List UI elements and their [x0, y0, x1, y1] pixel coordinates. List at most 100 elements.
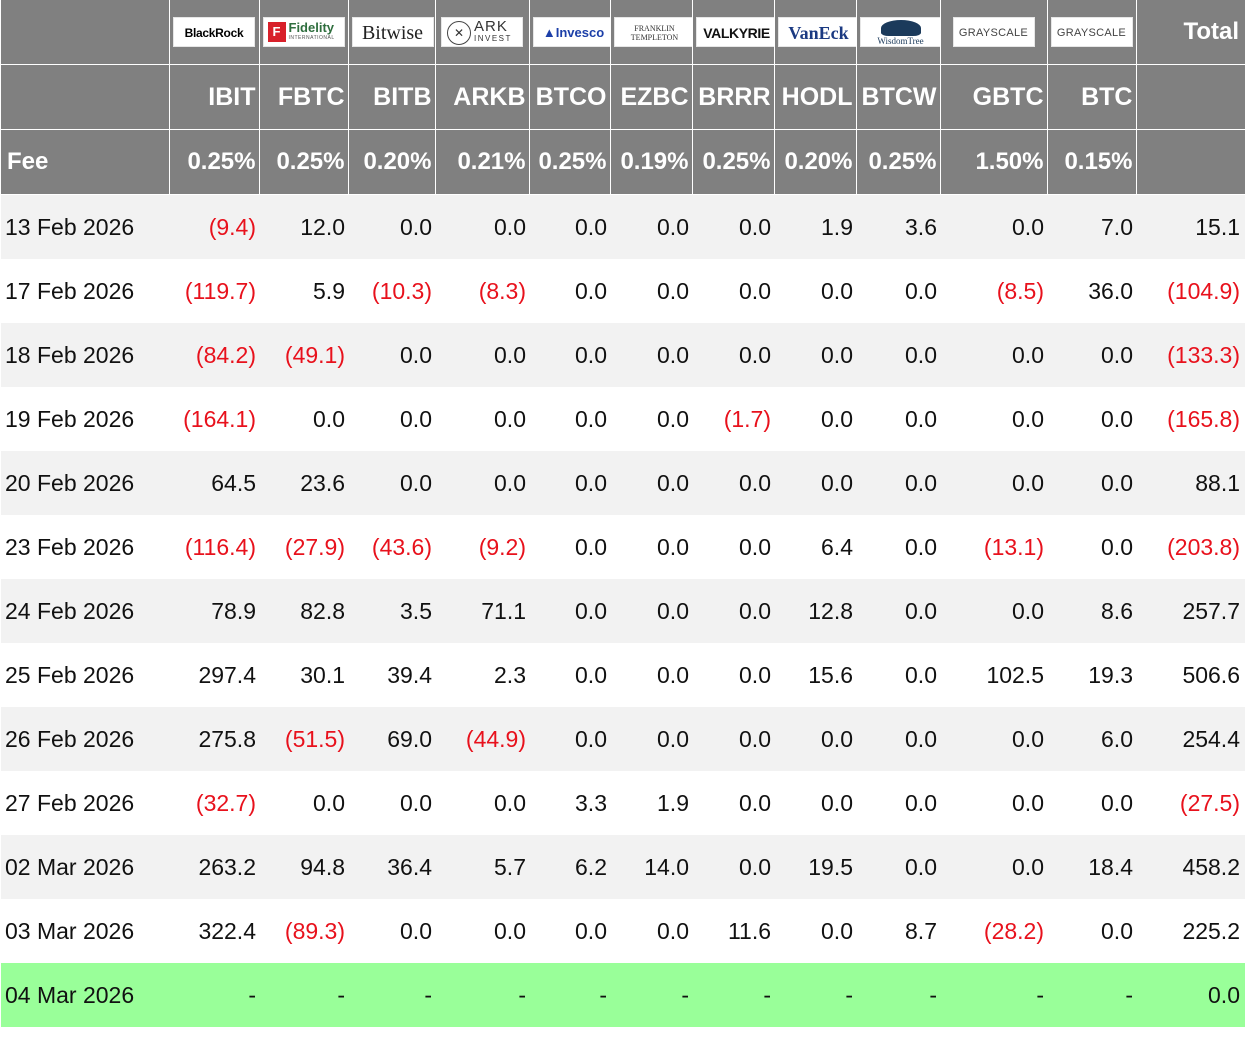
- fee-label: Fee: [1, 129, 170, 195]
- table-row: 19 Feb 2026 (164.1) 0.0 0.0 0.0 0.0 0.0 (1.7) 0.…: [1, 387, 1245, 451]
- flow-value: 39.4: [348, 643, 435, 707]
- flow-value: 0.0: [940, 579, 1047, 643]
- ticker-row: IBIT FBTC BITB ARKB BTCO EZBC BRRR HODL BTCW GBTC…: [1, 64, 1245, 130]
- fund-logo-cell: ▲Invesco: [529, 0, 611, 65]
- corner-cell: [1, 0, 170, 65]
- table-row: 17 Feb 2026 (119.7) 5.9 (10.3) (8.3) 0.0 0.0 0.…: [1, 259, 1245, 323]
- flow-value: 0.0: [774, 387, 856, 451]
- ticker-header: BTCW: [856, 64, 941, 130]
- flow-value: 0.0: [1047, 323, 1136, 387]
- flow-value: 0.0: [610, 387, 692, 451]
- flow-value: 0.0: [774, 259, 856, 323]
- flow-value: (51.5): [259, 707, 348, 771]
- flow-value: (8.5): [940, 259, 1047, 323]
- flow-value: 0.0: [529, 194, 610, 259]
- row-total: 506.6: [1136, 643, 1245, 707]
- fee-value: 0.25%: [529, 129, 611, 195]
- flow-value: 0.0: [610, 323, 692, 387]
- flow-value: (164.1): [169, 387, 259, 451]
- flow-value: 0.0: [1047, 451, 1136, 515]
- fund-logo-cell: GRAYSCALE: [1047, 0, 1137, 65]
- row-total: 458.2: [1136, 835, 1245, 899]
- flow-value: 0.0: [610, 515, 692, 579]
- flow-value: (28.2): [940, 899, 1047, 963]
- flow-value: 0.0: [529, 323, 610, 387]
- flow-value: 18.4: [1047, 835, 1136, 899]
- fee-value: 0.25%: [856, 129, 941, 195]
- flow-value: -: [856, 963, 940, 1027]
- fund-logo-ezbc: FRANKLIN TEMPLETON: [613, 17, 691, 47]
- flow-value: 0.0: [529, 579, 610, 643]
- ticker-header: BITB: [348, 64, 436, 130]
- fund-logo-btcw: WisdomTree: [859, 17, 939, 47]
- fund-logo-cell: ✕ ARK INVEST: [435, 0, 530, 65]
- flow-value: 3.3: [529, 771, 610, 835]
- ticker-header: ARKB: [435, 64, 530, 130]
- flow-value: (32.7): [169, 771, 259, 835]
- flow-value: 0.0: [856, 643, 940, 707]
- flow-value: 0.0: [692, 835, 774, 899]
- ticker-corner-cell: [1, 64, 170, 130]
- fee-value: 0.25%: [692, 129, 775, 195]
- fund-logo-btco: ▲Invesco: [532, 17, 609, 47]
- flow-value: 12.0: [259, 194, 348, 259]
- flow-value: 0.0: [348, 387, 435, 451]
- row-total: (104.9): [1136, 259, 1245, 323]
- row-date: 18 Feb 2026: [1, 323, 169, 387]
- flow-value: (84.2): [169, 323, 259, 387]
- flow-value: 0.0: [692, 259, 774, 323]
- table-row: 27 Feb 2026 (32.7) 0.0 0.0 0.0 3.3 1.9 0.0 0.0 0.…: [1, 771, 1245, 835]
- fee-value: 0.25%: [259, 129, 349, 195]
- flow-value: 0.0: [435, 899, 529, 963]
- flow-value: 0.0: [692, 451, 774, 515]
- flow-value: -: [774, 963, 856, 1027]
- table-row: 24 Feb 2026 78.9 82.8 3.5 71.1 0.0 0.0 0.0 12.8 0…: [1, 579, 1245, 643]
- flow-value: 0.0: [1047, 387, 1136, 451]
- flow-value: 297.4: [169, 643, 259, 707]
- flow-value: 0.0: [435, 771, 529, 835]
- flow-value: 0.0: [940, 387, 1047, 451]
- table-row: 18 Feb 2026 (84.2) (49.1) 0.0 0.0 0.0 0.0 0.0 0.…: [1, 323, 1245, 387]
- flow-value: 78.9: [169, 579, 259, 643]
- flow-value: 0.0: [940, 771, 1047, 835]
- row-total: 88.1: [1136, 451, 1245, 515]
- ticker-header: BTCO: [529, 64, 611, 130]
- flow-value: 0.0: [348, 194, 435, 259]
- flow-value: 0.0: [348, 323, 435, 387]
- flow-value: 64.5: [169, 451, 259, 515]
- fund-logo-cell: VanEck: [774, 0, 857, 65]
- row-total: 15.1: [1136, 194, 1245, 259]
- ticker-header: BRRR: [692, 64, 775, 130]
- fund-logo-cell: VALKYRIE: [692, 0, 775, 65]
- table-body: 13 Feb 2026 (9.4) 12.0 0.0 0.0 0.0 0.0 0.0 1.9 3.…: [1, 194, 1245, 1027]
- row-date: 17 Feb 2026: [1, 259, 169, 323]
- fund-logo-cell: FRANKLIN TEMPLETON: [610, 0, 693, 65]
- flow-value: -: [940, 963, 1047, 1027]
- flow-value: 0.0: [610, 707, 692, 771]
- flow-value: (49.1): [259, 323, 348, 387]
- flow-value: 3.5: [348, 579, 435, 643]
- fund-logo-brrr: VALKYRIE: [695, 17, 773, 47]
- row-date: 23 Feb 2026: [1, 515, 169, 579]
- fund-logo-arkb: ✕ ARK INVEST: [441, 17, 523, 47]
- flow-value: 0.0: [692, 771, 774, 835]
- flow-value: 36.0: [1047, 259, 1136, 323]
- flow-value: 0.0: [435, 451, 529, 515]
- row-total: 225.2: [1136, 899, 1245, 963]
- fund-logo-ibit: BlackRock: [173, 17, 255, 47]
- flow-value: 0.0: [940, 707, 1047, 771]
- flow-value: 275.8: [169, 707, 259, 771]
- flow-value: 0.0: [435, 194, 529, 259]
- fee-row: Fee 0.25% 0.25% 0.20% 0.21% 0.25% 0.19% 0.25% 0…: [1, 129, 1245, 195]
- flow-value: 8.7: [856, 899, 940, 963]
- row-date: 02 Mar 2026: [1, 835, 169, 899]
- flow-value: -: [435, 963, 529, 1027]
- fund-logo-cell: WisdomTree: [856, 0, 941, 65]
- flow-value: (44.9): [435, 707, 529, 771]
- table-row: 20 Feb 2026 64.5 23.6 0.0 0.0 0.0 0.0 0.0 0.0 0.0…: [1, 451, 1245, 515]
- fund-logo-hodl: VanEck: [777, 17, 855, 47]
- flow-value: 7.0: [1047, 194, 1136, 259]
- flow-value: 0.0: [856, 835, 940, 899]
- flow-value: 102.5: [940, 643, 1047, 707]
- flow-value: (119.7): [169, 259, 259, 323]
